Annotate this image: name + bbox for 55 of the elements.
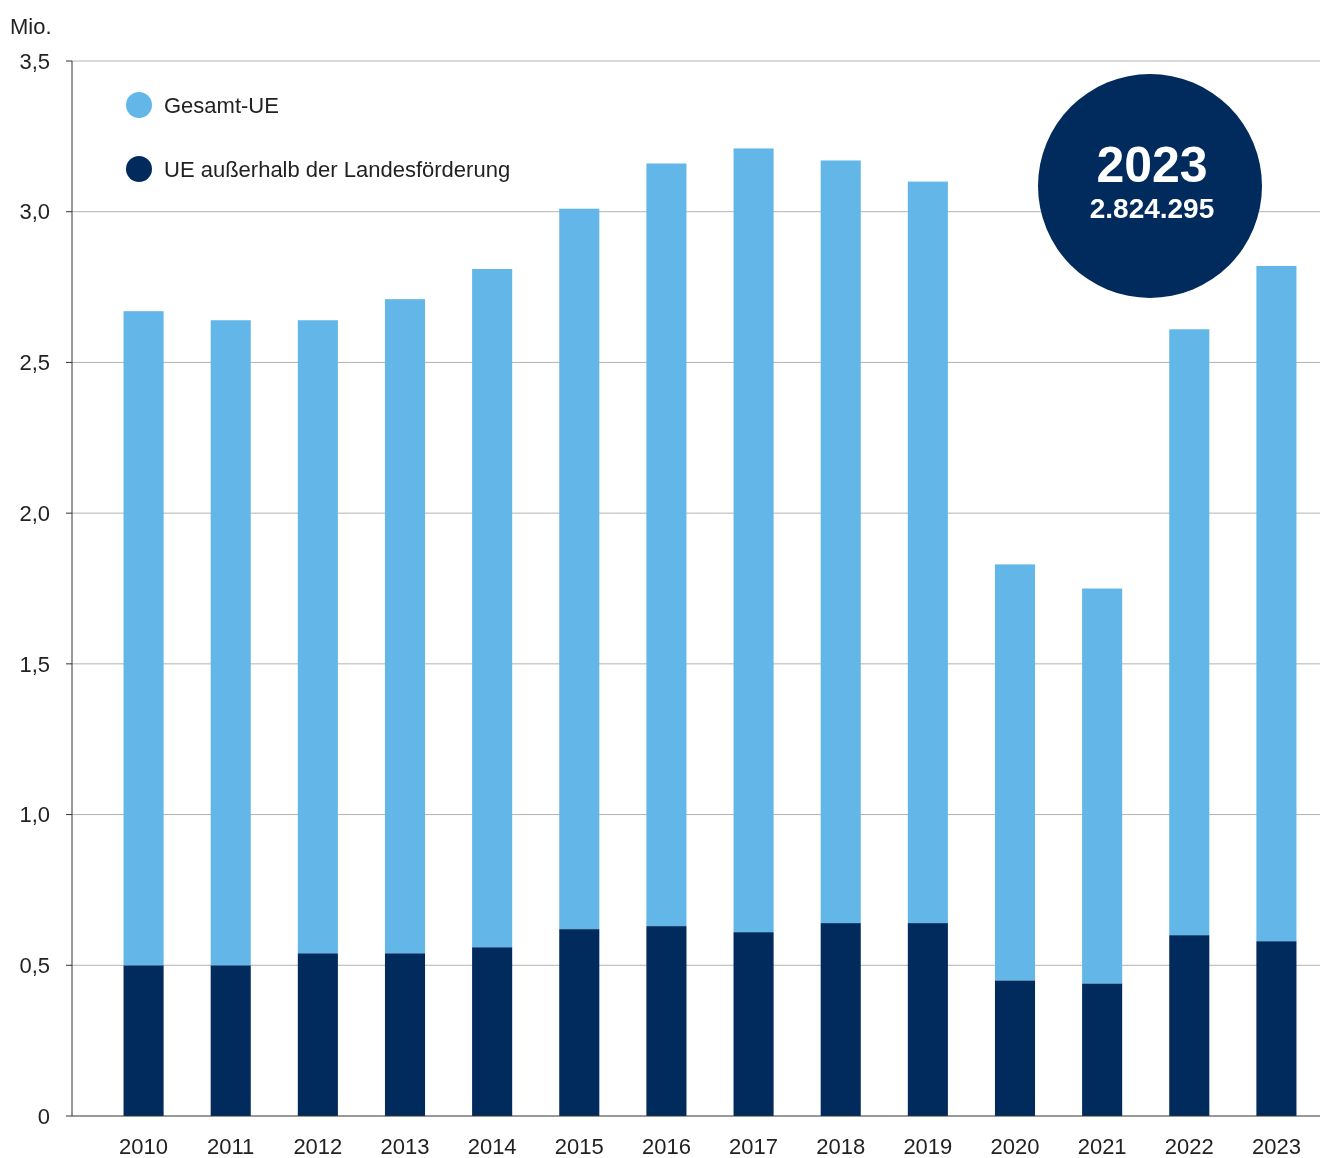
bar (559, 208, 600, 930)
x-tick-label: 2011 (207, 1134, 255, 1158)
bar (210, 965, 251, 1116)
x-tick-label: 2022 (1164, 1134, 1214, 1158)
bar (1169, 935, 1210, 1116)
x-tick-label: 2020 (990, 1134, 1040, 1158)
x-tick-label: 2015 (554, 1134, 604, 1158)
annotation: 2.824.295 (1089, 193, 1215, 224)
y-tick-label: 1,5 (19, 651, 50, 677)
x-tick-label: 2019 (903, 1134, 953, 1158)
bar (1256, 941, 1297, 1116)
x-tick-label: 2014 (467, 1134, 517, 1158)
bar (210, 320, 251, 966)
y-tick-label: 3,5 (19, 48, 50, 74)
x-tick-label: 2010 (119, 1134, 169, 1158)
bar (907, 923, 948, 1116)
bar (733, 148, 774, 933)
y-tick-label: 2,0 (19, 500, 50, 526)
x-tick-label: 2016 (641, 1134, 691, 1158)
bar (907, 181, 948, 924)
y-tick-label: 0 (37, 1103, 50, 1129)
y-tick-label: 2,5 (19, 350, 50, 376)
bar (1082, 983, 1123, 1116)
bar (384, 299, 426, 954)
bar (646, 926, 687, 1116)
x-tick-label: 2018 (816, 1134, 866, 1158)
x-tick-label: 2021 (1077, 1134, 1127, 1158)
bar (297, 320, 338, 954)
bar (384, 953, 426, 1116)
x-tick-label: 2012 (293, 1134, 343, 1158)
y-tick-label: 1,0 (19, 802, 50, 828)
annotation: 2023 (1096, 137, 1208, 193)
bar (646, 163, 687, 927)
bar (1082, 588, 1123, 984)
x-tick-label: 2013 (380, 1134, 430, 1158)
y-axis-title: Mio. (10, 14, 52, 39)
bar (472, 268, 513, 948)
bar (297, 953, 338, 1116)
x-tick-label: 2023 (1251, 1134, 1301, 1158)
bar (559, 929, 600, 1116)
y-tick-label: 3,0 (19, 199, 50, 225)
bar (472, 947, 513, 1116)
x-tick-label: 2017 (729, 1134, 779, 1158)
bar (820, 160, 861, 924)
legend-label: UE außerhalb der Landesförderung (164, 156, 511, 182)
y-tick-label: 0,5 (19, 952, 50, 978)
bar (123, 311, 164, 966)
bar (994, 564, 1036, 981)
bar (1169, 329, 1210, 936)
bar (1256, 265, 1297, 942)
bar (123, 965, 164, 1116)
bar (733, 932, 774, 1116)
legend-label: Gesamt-UE (164, 92, 279, 118)
bar (994, 980, 1036, 1116)
bar (820, 923, 861, 1116)
